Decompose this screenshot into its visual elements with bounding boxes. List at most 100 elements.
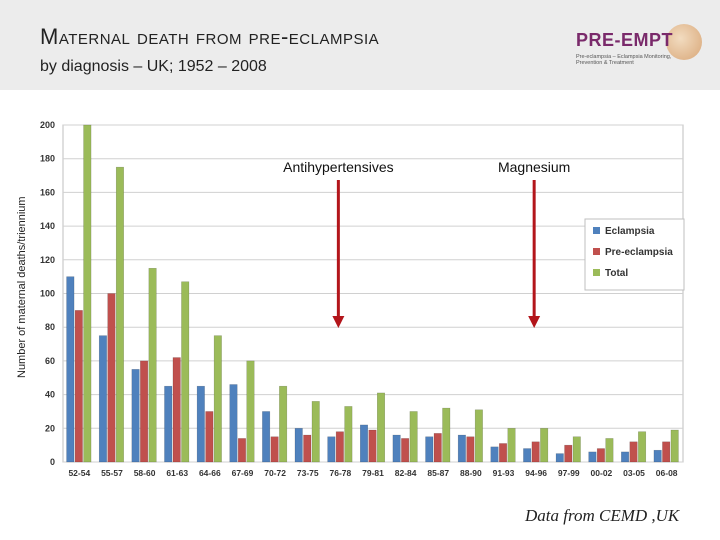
legend-swatch (593, 269, 600, 276)
x-tick-label: 58-60 (134, 468, 156, 478)
bar-eclampsia-06-08 (653, 449, 662, 463)
x-tick-label: 97-99 (558, 468, 580, 478)
bar-eclampsia-64-66 (196, 385, 205, 463)
logo-wordmark: PRE-EMPT (576, 30, 674, 50)
x-tick-label: 82-84 (395, 468, 417, 478)
bar-total-58-60 (148, 267, 157, 463)
bar-pre-eclampsia-85-87 (433, 433, 442, 463)
annotation-arrowhead (528, 316, 541, 328)
bar-pre-eclampsia-94-96 (531, 441, 540, 463)
y-tick-label: 140 (40, 221, 55, 231)
bar-pre-eclampsia-00-02 (596, 448, 605, 463)
bar-total-64-66 (213, 335, 222, 463)
pre-empt-logo: PRE-EMPT Pre-eclampsia – Eclampsia Monit… (570, 24, 710, 74)
bar-pre-eclampsia-70-72 (270, 436, 279, 463)
bar-pre-eclampsia-52-54 (74, 310, 83, 463)
bar-total-70-72 (279, 385, 288, 463)
legend-swatch (593, 248, 600, 255)
y-tick-label: 160 (40, 187, 55, 197)
y-tick-label: 40 (45, 390, 55, 400)
x-tick-label: 03-05 (623, 468, 645, 478)
bar-eclampsia-91-93 (490, 446, 499, 463)
slide-title: Maternal death from pre-eclampsia (40, 24, 380, 49)
bar-total-73-75 (311, 401, 320, 463)
x-tick-label: 61-63 (166, 468, 188, 478)
bar-total-94-96 (540, 428, 549, 463)
bar-eclampsia-88-90 (457, 434, 466, 463)
bar-total-52-54 (83, 124, 92, 463)
bar-total-06-08 (670, 429, 679, 463)
legend-label: Pre-eclampsia (605, 247, 673, 258)
bar-total-55-57 (115, 166, 124, 463)
x-tick-label: 73-75 (297, 468, 319, 478)
bar-eclampsia-55-57 (98, 335, 107, 463)
bar-eclampsia-79-81 (360, 424, 368, 463)
bar-pre-eclampsia-58-60 (140, 360, 149, 463)
bar-pre-eclampsia-76-78 (335, 431, 344, 463)
y-tick-label: 60 (45, 356, 55, 366)
x-tick-label: 85-87 (427, 468, 449, 478)
bar-total-79-81 (377, 392, 385, 463)
bar-eclampsia-85-87 (425, 436, 434, 463)
bar-eclampsia-94-96 (523, 448, 532, 463)
slide-subtitle: by diagnosis – UK; 1952 – 2008 (40, 58, 267, 75)
x-tick-label: 88-90 (460, 468, 482, 478)
legend-label: Eclampsia (605, 226, 655, 237)
y-tick-label: 20 (45, 423, 55, 433)
bar-total-00-02 (605, 438, 614, 463)
bar-pre-eclampsia-61-63 (172, 357, 181, 463)
legend-swatch (593, 227, 600, 234)
legend-box (584, 218, 685, 291)
bar-eclampsia-97-99 (555, 453, 564, 463)
bar-pre-eclampsia-97-99 (564, 444, 573, 463)
bar-eclampsia-52-54 (66, 276, 75, 463)
y-tick-label: 0 (50, 457, 55, 467)
logo-tagline: Pre-eclampsia – Eclampsia Monitoring, Pr… (576, 54, 672, 66)
bar-eclampsia-61-63 (164, 385, 173, 463)
bar-total-85-87 (442, 407, 451, 463)
bar-eclampsia-76-78 (327, 436, 336, 463)
x-tick-label: 76-78 (329, 468, 351, 478)
y-tick-label: 80 (45, 322, 55, 332)
bar-eclampsia-73-75 (294, 428, 303, 463)
bar-eclampsia-67-69 (229, 384, 238, 463)
bar-eclampsia-00-02 (588, 451, 597, 463)
bar-total-67-69 (246, 360, 255, 463)
annotation-label: Magnesium (498, 159, 570, 175)
x-tick-label: 70-72 (264, 468, 286, 478)
bar-total-82-84 (409, 411, 418, 463)
x-tick-label: 06-08 (656, 468, 678, 478)
bar-pre-eclampsia-06-08 (662, 441, 671, 463)
header-band: Maternal death from pre-eclampsia by dia… (0, 0, 720, 90)
bar-total-88-90 (474, 409, 483, 463)
bar-pre-eclampsia-64-66 (205, 411, 214, 463)
bar-pre-eclampsia-55-57 (107, 293, 116, 463)
bar-eclampsia-70-72 (262, 411, 271, 463)
bar-total-03-05 (638, 431, 647, 463)
bar-pre-eclampsia-73-75 (303, 434, 312, 463)
bar-pre-eclampsia-67-69 (237, 438, 246, 463)
bar-pre-eclampsia-82-84 (401, 438, 410, 463)
bar-pre-eclampsia-91-93 (499, 443, 508, 463)
y-tick-label: 200 (40, 120, 55, 130)
bar-eclampsia-58-60 (131, 369, 140, 463)
x-tick-label: 67-69 (232, 468, 254, 478)
bar-total-76-78 (344, 406, 353, 463)
y-tick-label: 120 (40, 255, 55, 265)
bar-total-97-99 (572, 436, 581, 463)
x-tick-label: 00-02 (591, 468, 613, 478)
annotation-arrowhead (332, 316, 345, 328)
y-tick-label: 180 (40, 154, 55, 164)
globe-icon (666, 24, 702, 60)
bar-pre-eclampsia-03-05 (629, 441, 638, 463)
x-tick-label: 91-93 (493, 468, 515, 478)
x-tick-label: 52-54 (68, 468, 90, 478)
data-source-note: Data from CEMD ,UK (525, 506, 680, 525)
x-tick-label: 79-81 (362, 468, 384, 478)
y-tick-label: 100 (40, 289, 55, 299)
bar-total-61-63 (181, 281, 190, 463)
x-tick-label: 55-57 (101, 468, 123, 478)
bar-eclampsia-03-05 (621, 451, 630, 463)
legend-label: Total (605, 268, 628, 279)
